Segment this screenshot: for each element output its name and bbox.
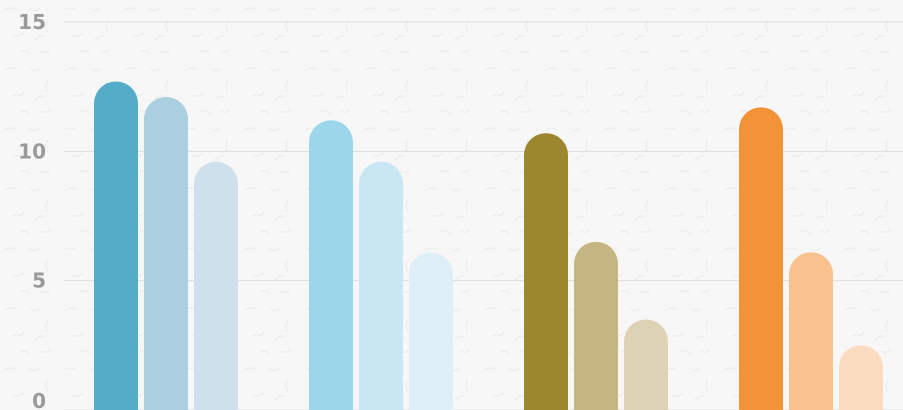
bar-group-1-bar-3 xyxy=(194,161,238,410)
bar-group-3-bar-2 xyxy=(574,241,618,410)
y-tick-label: 0 xyxy=(32,389,46,410)
y-tick-label: 15 xyxy=(18,10,46,34)
bar-group-2-bar-2 xyxy=(359,161,403,410)
y-axis-ticks: 0 5 10 15 xyxy=(18,10,46,410)
bar-group-3-bar-1 xyxy=(524,133,568,410)
bar-group-3-bar-3 xyxy=(624,319,668,410)
bar-group-2-bar-1 xyxy=(309,120,353,410)
bar-group-4-bar-2 xyxy=(789,252,833,410)
bars xyxy=(94,81,883,410)
bar-group-4-bar-3 xyxy=(839,345,883,410)
y-tick-label: 10 xyxy=(18,139,46,163)
bar-group-1-bar-2 xyxy=(144,97,188,410)
y-tick-label: 5 xyxy=(32,269,46,293)
bar-group-2-bar-3 xyxy=(409,252,453,410)
bar-group-1-bar-1 xyxy=(94,81,138,410)
bar-group-4-bar-1 xyxy=(739,107,783,410)
